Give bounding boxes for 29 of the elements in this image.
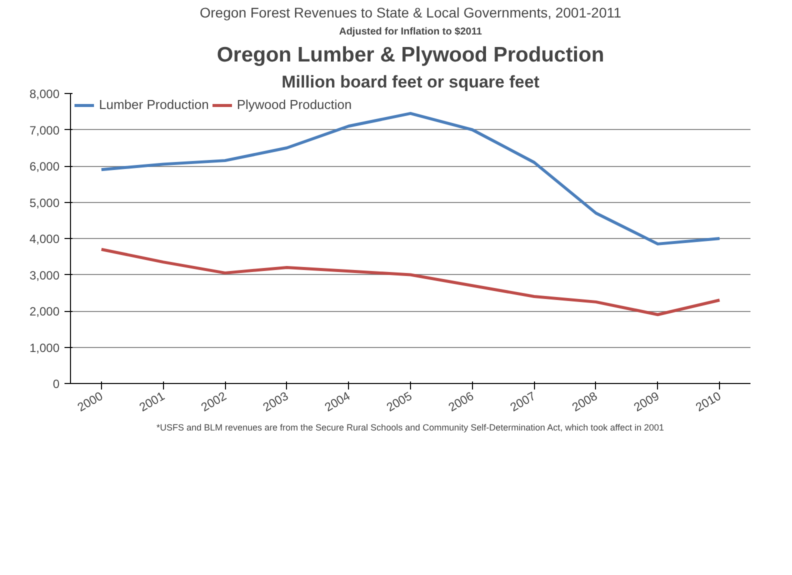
text: Oregon Forest Revenues to State & Local Governments, 2001-2011 — [200, 4, 622, 20]
x-tick-label: 2005 — [384, 388, 415, 414]
line-series — [100, 112, 722, 246]
x-tick-label: 2002 — [198, 388, 230, 414]
x-tick-label: 2004 — [322, 388, 353, 414]
chart-subtitle: Million board feet or square feet — [282, 72, 540, 92]
x-tick-label: 2003 — [260, 388, 291, 414]
x-tick-label: 2007 — [508, 388, 538, 414]
x-tick-label: 2000 — [75, 388, 106, 414]
line-series — [100, 248, 722, 316]
y-tick-label: 5,000 — [29, 196, 60, 210]
legend-label: Plywood Production — [236, 97, 352, 112]
y-tick-label: 0 — [52, 377, 60, 391]
x-tick-label: 2008 — [570, 388, 600, 414]
y-tick-label: 8,000 — [29, 87, 60, 101]
y-tick-label: 4,000 — [29, 232, 60, 246]
x-tick-label: 2001 — [136, 388, 168, 414]
x-tick-label: 2010 — [693, 388, 724, 414]
y-tick-label: 3,000 — [29, 268, 60, 282]
y-tick-label: 6,000 — [29, 160, 60, 174]
legend-label: Lumber Production — [99, 97, 209, 112]
x-tick-label: 2006 — [446, 388, 476, 414]
y-tick-label: 7,000 — [29, 123, 60, 138]
text: *USFS and BLM revenues are from the Secure Rural Schools and Community Self-Determination Act, which took affect in 2001 — [156, 422, 664, 432]
x-tick-label: 2009 — [631, 388, 662, 414]
chart-title: Oregon Lumber & Plywood Production — [216, 44, 604, 66]
y-tick-label: 1,000 — [29, 340, 60, 355]
text: Adjusted for Inflation to $2011 — [339, 26, 482, 38]
y-tick-label: 2,000 — [29, 304, 60, 318]
